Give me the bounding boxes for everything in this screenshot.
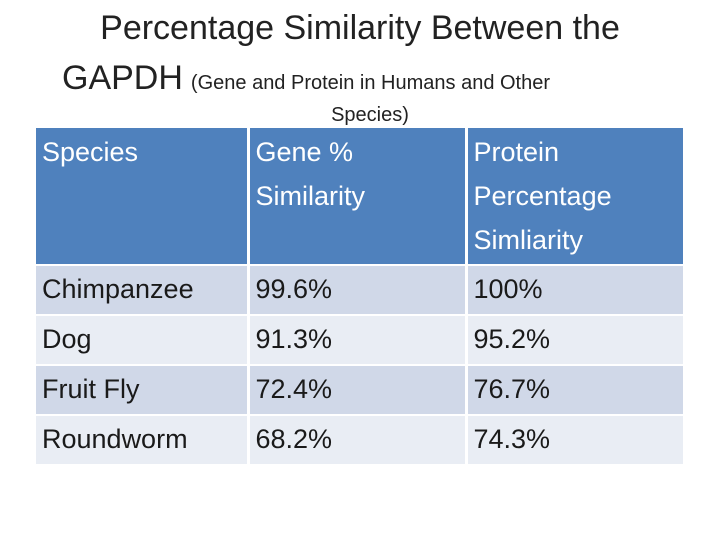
slide-title-gapdh: GAPDH bbox=[62, 59, 183, 97]
header-species: Species bbox=[36, 128, 250, 266]
cell-protein-similarity: 76.7% bbox=[466, 365, 686, 416]
cell-gene-similarity: 68.2% bbox=[248, 415, 468, 466]
cell-species: Roundworm bbox=[36, 415, 250, 466]
header-gene-similarity: Gene % Similarity bbox=[248, 128, 468, 266]
cell-gene-similarity: 72.4% bbox=[248, 365, 468, 416]
table-header-row: Species Gene % Similarity Protein Percen… bbox=[36, 128, 686, 266]
slide-title-line-2: GAPDH (Gene and Protein in Humans and Oth… bbox=[62, 56, 550, 105]
cell-gene-similarity: 91.3% bbox=[248, 315, 468, 366]
table-row: Chimpanzee 99.6% 100% bbox=[36, 265, 686, 316]
table-row: Fruit Fly 72.4% 76.7% bbox=[36, 365, 686, 416]
cell-protein-similarity: 74.3% bbox=[466, 415, 686, 466]
cell-species: Fruit Fly bbox=[36, 365, 250, 416]
slide-subtitle-part-1: (Gene and Protein in Humans and Other bbox=[190, 72, 551, 94]
similarity-table: Species Gene % Similarity Protein Percen… bbox=[36, 128, 686, 466]
cell-species: Dog bbox=[36, 315, 250, 366]
cell-species: Chimpanzee bbox=[36, 265, 250, 316]
slide-title-line-1: Percentage Similarity Between the bbox=[100, 9, 620, 47]
table-row: Dog 91.3% 95.2% bbox=[36, 315, 686, 366]
cell-protein-similarity: 100% bbox=[466, 265, 686, 316]
table-row: Roundworm 68.2% 74.3% bbox=[36, 415, 686, 466]
slide-subtitle-part-2: Species) bbox=[331, 104, 409, 125]
cell-gene-similarity: 99.6% bbox=[248, 265, 468, 316]
cell-protein-similarity: 95.2% bbox=[466, 315, 686, 366]
header-protein-similarity: Protein Percentage Simliarity bbox=[466, 128, 686, 266]
